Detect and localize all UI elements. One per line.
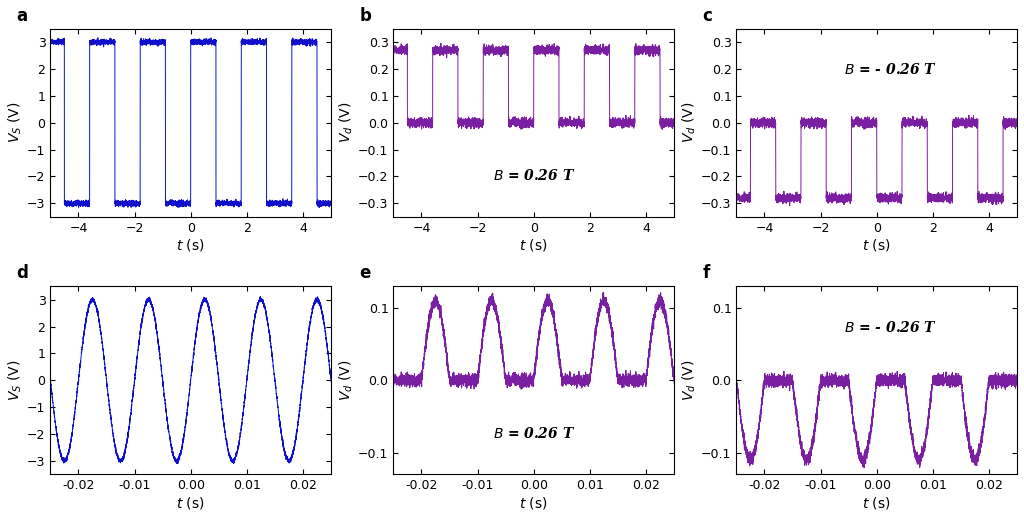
X-axis label: $t$ (s): $t$ (s) — [519, 237, 548, 253]
Y-axis label: $V_d$ (V): $V_d$ (V) — [681, 102, 698, 143]
Text: $B$ = 0.26 T: $B$ = 0.26 T — [493, 425, 574, 440]
Text: b: b — [359, 7, 372, 25]
Text: d: d — [16, 264, 29, 282]
X-axis label: $t$ (s): $t$ (s) — [862, 495, 891, 511]
Text: c: c — [702, 7, 713, 25]
Text: a: a — [16, 7, 28, 25]
Text: $B$ = - 0.26 T: $B$ = - 0.26 T — [845, 63, 937, 78]
Y-axis label: $V_S$ (V): $V_S$ (V) — [7, 102, 25, 143]
Y-axis label: $V_d$ (V): $V_d$ (V) — [338, 359, 355, 401]
Text: f: f — [702, 264, 710, 282]
Y-axis label: $V_S$ (V): $V_S$ (V) — [7, 359, 25, 401]
X-axis label: $t$ (s): $t$ (s) — [176, 495, 205, 511]
Text: e: e — [359, 264, 371, 282]
X-axis label: $t$ (s): $t$ (s) — [519, 495, 548, 511]
Y-axis label: $V_d$ (V): $V_d$ (V) — [338, 102, 355, 143]
Text: $B$ = - 0.26 T: $B$ = - 0.26 T — [845, 320, 937, 335]
Text: $B$ = 0.26 T: $B$ = 0.26 T — [493, 168, 574, 183]
Y-axis label: $V_d$ (V): $V_d$ (V) — [681, 359, 698, 401]
X-axis label: $t$ (s): $t$ (s) — [862, 237, 891, 253]
X-axis label: $t$ (s): $t$ (s) — [176, 237, 205, 253]
